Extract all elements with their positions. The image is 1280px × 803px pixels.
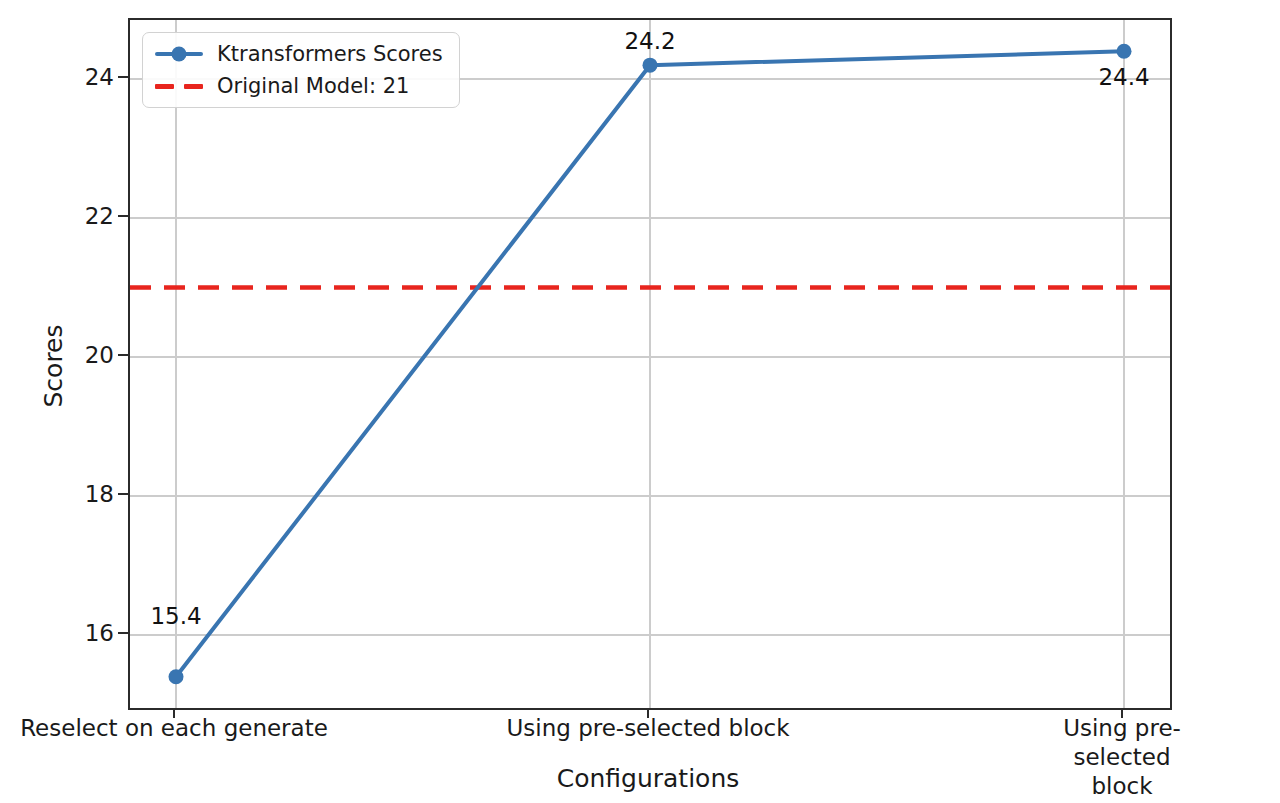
data-point-marker [169,669,184,684]
y-tick-mark [118,493,128,495]
y-tick-label: 24 [0,63,114,91]
dash-segment-icon [155,84,174,89]
x-tick-label: Using pre-selected block First two layer… [1043,714,1201,803]
x-tick-label: Using pre-selected block [506,714,789,743]
legend-line-marker-swatch [155,52,203,56]
chart-figure: Scores Configurations 2422201816 Reselec… [0,0,1280,803]
x-axis-label: Configurations [557,764,740,793]
line-chart-svg [130,20,1170,708]
legend-label-series: Ktransformers Scores [217,42,443,66]
data-point-label: 24.2 [624,28,675,54]
data-point-label: 15.4 [150,603,201,629]
data-point-marker [643,58,658,73]
data-point-marker [1117,44,1132,59]
y-tick-mark [118,215,128,217]
legend-dashed-line-swatch [155,84,203,89]
y-tick-label: 18 [0,480,114,508]
y-tick-label: 16 [0,619,114,647]
series-line [176,51,1124,676]
legend-label-reference: Original Model: 21 [217,74,409,98]
y-tick-mark [118,76,128,78]
y-tick-label: 22 [0,202,114,230]
x-tick-label: Reselect on each generate [20,714,328,743]
legend: Ktransformers Scores Original Model: 21 [142,32,460,108]
legend-marker-dot-icon [172,47,187,62]
legend-item-ktransformers-scores: Ktransformers Scores [155,42,443,66]
y-tick-mark [118,354,128,356]
legend-item-original-model: Original Model: 21 [155,74,443,98]
plot-area: 15.4 24.2 24.4 Ktransformers Scores Origin… [128,18,1172,710]
y-tick-mark [118,632,128,634]
dash-segment-icon [184,84,203,89]
data-point-label: 24.4 [1098,64,1149,90]
y-tick-label: 20 [0,341,114,369]
